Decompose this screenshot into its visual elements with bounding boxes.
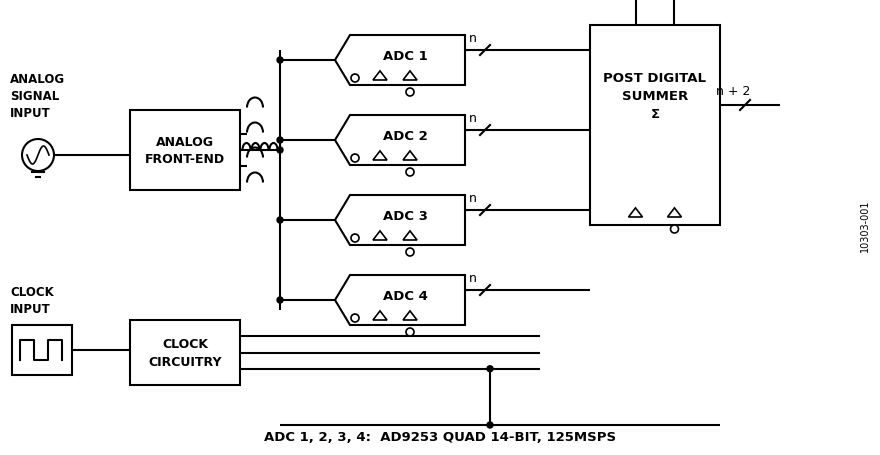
Bar (130, 111, 240, 191)
Polygon shape (403, 152, 417, 161)
Text: POST DIGITAL
SUMMER
Σ: POST DIGITAL SUMMER Σ (604, 71, 707, 120)
Polygon shape (373, 152, 387, 161)
Circle shape (487, 422, 493, 428)
Text: ADC 2: ADC 2 (383, 129, 428, 142)
Text: CLOCK
CIRCUITRY: CLOCK CIRCUITRY (148, 338, 222, 368)
Polygon shape (403, 72, 417, 81)
Circle shape (406, 89, 414, 97)
Polygon shape (373, 72, 387, 81)
Text: n + 2: n + 2 (715, 85, 750, 98)
Circle shape (22, 140, 54, 172)
Circle shape (351, 314, 359, 322)
Bar (12, 325, 72, 375)
Polygon shape (373, 311, 387, 320)
Polygon shape (668, 208, 681, 217)
Polygon shape (335, 275, 465, 325)
Text: ANALOG
SIGNAL
INPUT: ANALOG SIGNAL INPUT (10, 72, 65, 119)
Circle shape (406, 328, 414, 336)
Text: ANALOG
FRONT-END: ANALOG FRONT-END (145, 136, 225, 166)
Circle shape (351, 155, 359, 162)
Text: n: n (469, 192, 477, 205)
Circle shape (277, 298, 283, 303)
Circle shape (351, 75, 359, 83)
Circle shape (406, 169, 414, 177)
Text: CLOCK
INPUT: CLOCK INPUT (10, 285, 54, 315)
Polygon shape (403, 232, 417, 241)
Polygon shape (335, 116, 465, 166)
Polygon shape (403, 311, 417, 320)
Text: 10303-001: 10303-001 (860, 199, 870, 252)
Bar (590, 26, 720, 226)
Polygon shape (335, 36, 465, 86)
Text: ADC 1: ADC 1 (383, 50, 428, 62)
Circle shape (277, 58, 283, 64)
Polygon shape (628, 208, 642, 217)
Circle shape (277, 138, 283, 144)
Text: n: n (469, 112, 477, 125)
Text: ADC 3: ADC 3 (383, 209, 428, 222)
Circle shape (406, 248, 414, 257)
Circle shape (671, 226, 678, 233)
Polygon shape (373, 232, 387, 241)
Text: n: n (469, 271, 477, 284)
Text: ADC 1, 2, 3, 4:  AD9253 QUAD 14-BIT, 125MSPS: ADC 1, 2, 3, 4: AD9253 QUAD 14-BIT, 125M… (264, 430, 616, 443)
Polygon shape (335, 196, 465, 245)
Circle shape (487, 366, 493, 372)
Text: ADC 4: ADC 4 (383, 289, 428, 302)
Text: n: n (469, 32, 477, 45)
Circle shape (277, 217, 283, 223)
Circle shape (351, 234, 359, 243)
Bar (130, 320, 240, 385)
Circle shape (277, 148, 283, 154)
